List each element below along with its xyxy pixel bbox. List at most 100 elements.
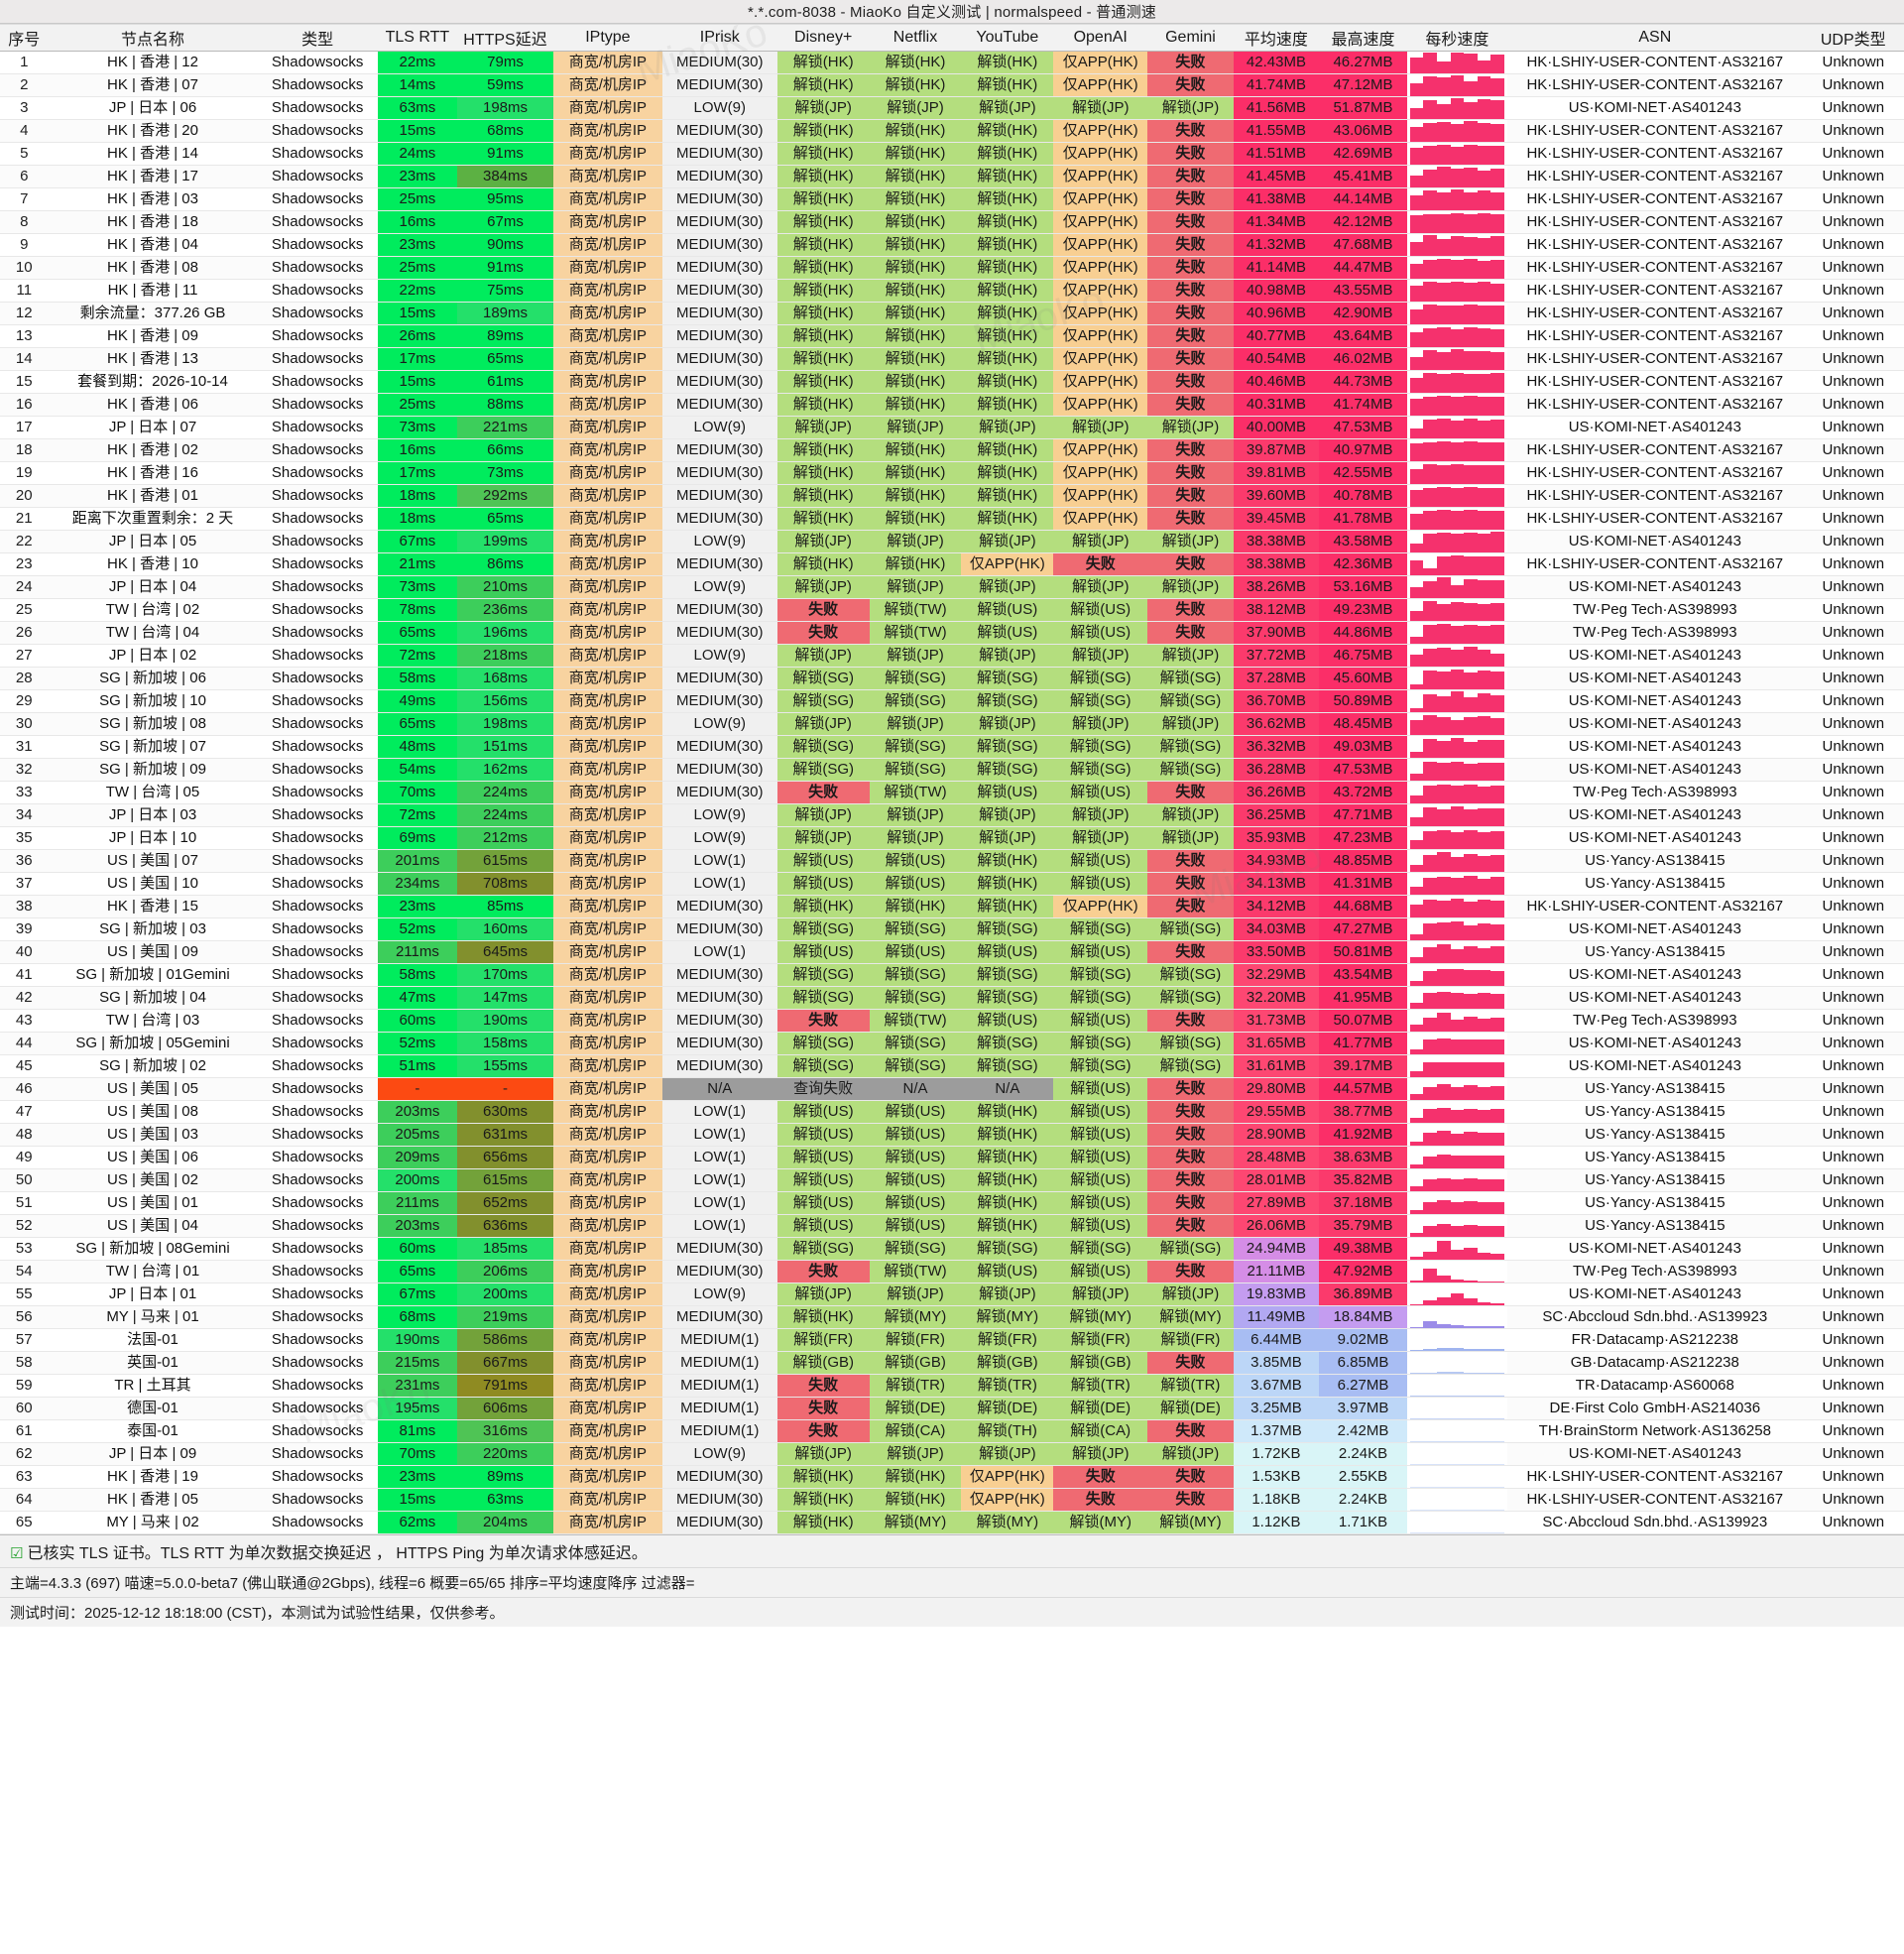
disney-status: 解锁(HK) (776, 347, 870, 371)
table-row[interactable]: 44 SG | 新加坡 | 05Gemini Shadowsocks 52ms 158m… (0, 1032, 1904, 1055)
table-row[interactable]: 37 US | 美国 | 10 Shadowsocks 234ms 708ms 商宽/机房… (0, 872, 1904, 896)
table-row[interactable]: 45 SG | 新加坡 | 02 Shadowsocks 51ms 155ms 商宽/机房… (0, 1054, 1904, 1078)
row-index: 49 (0, 1146, 49, 1169)
asn-name: TR·Datacamp·AS60068 (1507, 1374, 1803, 1398)
table-row[interactable]: 51 US | 美国 | 01 Shadowsocks 211ms 652ms 商宽/机房… (0, 1191, 1904, 1215)
table-row[interactable]: 30 SG | 新加坡 | 08 Shadowsocks 65ms 198ms 商宽/机房… (0, 712, 1904, 736)
column-header-udp[interactable]: UDP类型 (1802, 24, 1904, 52)
table-row[interactable]: 35 JP | 日本 | 10 Shadowsocks 69ms 212ms 商宽/机房I… (0, 826, 1904, 850)
table-row[interactable]: 16 HK | 香港 | 06 Shadowsocks 25ms 88ms 商宽/机房IP… (0, 393, 1904, 417)
table-row[interactable]: 13 HK | 香港 | 09 Shadowsocks 26ms 89ms 商宽/机房IP… (0, 324, 1904, 348)
table-row[interactable]: 15 套餐到期：2026-10-14 Shadowsocks 15ms 61ms 商宽/机… (0, 370, 1904, 394)
table-row[interactable]: 19 HK | 香港 | 16 Shadowsocks 17ms 73ms 商宽/机房IP… (0, 461, 1904, 485)
table-row[interactable]: 62 JP | 日本 | 09 Shadowsocks 70ms 220ms 商宽/机房I… (0, 1442, 1904, 1466)
table-row[interactable]: 28 SG | 新加坡 | 06 Shadowsocks 58ms 168ms 商宽/机房… (0, 667, 1904, 690)
avg-speed: 6.44MB (1233, 1328, 1320, 1352)
gemini-status: 解锁(JP) (1147, 1282, 1234, 1306)
table-row[interactable]: 5 HK | 香港 | 14 Shadowsocks 24ms 91ms 商宽/机房IP M… (0, 142, 1904, 166)
table-row[interactable]: 2 HK | 香港 | 07 Shadowsocks 14ms 59ms 商宽/机房IP M… (0, 73, 1904, 97)
table-row[interactable]: 59 TR | 土耳其 Shadowsocks 231ms 791ms 商宽/机房IP ME… (0, 1374, 1904, 1398)
table-row[interactable]: 11 HK | 香港 | 11 Shadowsocks 22ms 75ms 商宽/机房IP… (0, 279, 1904, 303)
table-row[interactable]: 48 US | 美国 | 03 Shadowsocks 205ms 631ms 商宽/机房… (0, 1123, 1904, 1147)
tls-rtt: 17ms (377, 347, 457, 371)
table-row[interactable]: 20 HK | 香港 | 01 Shadowsocks 18ms 292ms 商宽/机房I… (0, 484, 1904, 508)
table-row[interactable]: 1 HK | 香港 | 12 Shadowsocks 22ms 79ms 商宽/机房IP M… (0, 51, 1904, 74)
table-row[interactable]: 63 HK | 香港 | 19 Shadowsocks 23ms 89ms 商宽/机房IP… (0, 1465, 1904, 1489)
netflix-status: 解锁(SG) (869, 1237, 962, 1261)
sparkline-bar (1464, 510, 1478, 530)
table-row[interactable]: 33 TW | 台湾 | 05 Shadowsocks 70ms 224ms 商宽/机房I… (0, 781, 1904, 804)
table-row[interactable]: 43 TW | 台湾 | 03 Shadowsocks 60ms 190ms 商宽/机房I… (0, 1009, 1904, 1033)
column-header-disney[interactable]: Disney+ (776, 24, 870, 52)
table-row[interactable]: 47 US | 美国 | 08 Shadowsocks 203ms 630ms 商宽/机房… (0, 1100, 1904, 1124)
gemini-status: 失败 (1147, 1260, 1234, 1283)
table-row[interactable]: 31 SG | 新加坡 | 07 Shadowsocks 48ms 151ms 商宽/机房… (0, 735, 1904, 759)
column-header-spark[interactable]: 每秒速度 (1406, 24, 1508, 52)
openai-status: 解锁(US) (1053, 1100, 1148, 1124)
table-row[interactable]: 60 德国-01 Shadowsocks 195ms 606ms 商宽/机房IP MEDIU… (0, 1397, 1904, 1420)
column-header-asn[interactable]: ASN (1507, 24, 1803, 52)
table-row[interactable]: 29 SG | 新加坡 | 10 Shadowsocks 49ms 156ms 商宽/机房… (0, 689, 1904, 713)
column-header-avg[interactable]: 平均速度 (1233, 24, 1320, 52)
table-row[interactable]: 65 MY | 马来 | 02 Shadowsocks 62ms 204ms 商宽/机房I… (0, 1511, 1904, 1534)
table-row[interactable]: 53 SG | 新加坡 | 08Gemini Shadowsocks 60ms 185m… (0, 1237, 1904, 1261)
table-row[interactable]: 40 US | 美国 | 09 Shadowsocks 211ms 645ms 商宽/机房… (0, 940, 1904, 964)
table-row[interactable]: 57 法国-01 Shadowsocks 190ms 586ms 商宽/机房IP MEDIU… (0, 1328, 1904, 1352)
table-row[interactable]: 12 剩余流量：377.26 GB Shadowsocks 15ms 189ms 商宽/机… (0, 302, 1904, 325)
node-name: SG | 新加坡 | 08 (48, 712, 258, 736)
table-row[interactable]: 38 HK | 香港 | 15 Shadowsocks 23ms 85ms 商宽/机房IP… (0, 895, 1904, 918)
table-row[interactable]: 25 TW | 台湾 | 02 Shadowsocks 78ms 236ms 商宽/机房I… (0, 598, 1904, 622)
table-row[interactable]: 3 JP | 日本 | 06 Shadowsocks 63ms 198ms 商宽/机房IP… (0, 96, 1904, 120)
table-row[interactable]: 24 JP | 日本 | 04 Shadowsocks 73ms 210ms 商宽/机房I… (0, 575, 1904, 599)
node-type: Shadowsocks (257, 940, 378, 964)
column-header-type[interactable]: 类型 (257, 24, 378, 52)
column-header-gemini[interactable]: Gemini (1147, 24, 1234, 52)
netflix-status: 解锁(SG) (869, 667, 962, 690)
table-row[interactable]: 54 TW | 台湾 | 01 Shadowsocks 65ms 206ms 商宽/机房I… (0, 1260, 1904, 1283)
table-row[interactable]: 14 HK | 香港 | 13 Shadowsocks 17ms 65ms 商宽/机房IP… (0, 347, 1904, 371)
table-row[interactable]: 52 US | 美国 | 04 Shadowsocks 203ms 636ms 商宽/机房… (0, 1214, 1904, 1238)
column-header-openai[interactable]: OpenAI (1053, 24, 1148, 52)
table-row[interactable]: 46 US | 美国 | 05 Shadowsocks - - 商宽/机房IP N/A 查询失… (0, 1077, 1904, 1101)
openai-status: 解锁(DE) (1053, 1397, 1148, 1420)
table-row[interactable]: 10 HK | 香港 | 08 Shadowsocks 25ms 91ms 商宽/机房IP… (0, 256, 1904, 280)
table-row[interactable]: 61 泰国-01 Shadowsocks 81ms 316ms 商宽/机房IP MEDIUM… (0, 1419, 1904, 1443)
table-row[interactable]: 56 MY | 马来 | 01 Shadowsocks 68ms 219ms 商宽/机房I… (0, 1305, 1904, 1329)
table-row[interactable]: 42 SG | 新加坡 | 04 Shadowsocks 47ms 147ms 商宽/机房… (0, 986, 1904, 1010)
table-row[interactable]: 6 HK | 香港 | 17 Shadowsocks 23ms 384ms 商宽/机房IP… (0, 165, 1904, 188)
table-row[interactable]: 9 HK | 香港 | 04 Shadowsocks 23ms 90ms 商宽/机房IP M… (0, 233, 1904, 257)
table-row[interactable]: 22 JP | 日本 | 05 Shadowsocks 67ms 199ms 商宽/机房I… (0, 530, 1904, 553)
column-header-iptype[interactable]: IPtype (553, 24, 662, 52)
table-row[interactable]: 55 JP | 日本 | 01 Shadowsocks 67ms 200ms 商宽/机房I… (0, 1282, 1904, 1306)
table-row[interactable]: 21 距离下次重置剩余：2 天 Shadowsocks 18ms 65ms 商宽/机房IP… (0, 507, 1904, 531)
table-row[interactable]: 32 SG | 新加坡 | 09 Shadowsocks 54ms 162ms 商宽/机房… (0, 758, 1904, 782)
table-row[interactable]: 49 US | 美国 | 06 Shadowsocks 209ms 656ms 商宽/机房… (0, 1146, 1904, 1169)
table-row[interactable]: 7 HK | 香港 | 03 Shadowsocks 25ms 95ms 商宽/机房IP M… (0, 187, 1904, 211)
table-row[interactable]: 58 英国-01 Shadowsocks 215ms 667ms 商宽/机房IP MEDIU… (0, 1351, 1904, 1375)
https-latency: 156ms (456, 689, 554, 713)
table-row[interactable]: 41 SG | 新加坡 | 01Gemini Shadowsocks 58ms 170m… (0, 963, 1904, 987)
table-row[interactable]: 36 US | 美国 | 07 Shadowsocks 201ms 615ms 商宽/机房… (0, 849, 1904, 873)
column-header-https[interactable]: HTTPS延迟 (456, 24, 554, 52)
table-row[interactable]: 27 JP | 日本 | 02 Shadowsocks 72ms 218ms 商宽/机房I… (0, 644, 1904, 668)
column-header-netflix[interactable]: Netflix (869, 24, 962, 52)
column-header-iprisk[interactable]: IPrisk (661, 24, 777, 52)
table-row[interactable]: 39 SG | 新加坡 | 03 Shadowsocks 52ms 160ms 商宽/机房… (0, 917, 1904, 941)
table-row[interactable]: 17 JP | 日本 | 07 Shadowsocks 73ms 221ms 商宽/机房I… (0, 416, 1904, 439)
column-header-youtube[interactable]: YouTube (961, 24, 1054, 52)
table-row[interactable]: 50 US | 美国 | 02 Shadowsocks 200ms 615ms 商宽/机房… (0, 1168, 1904, 1192)
avg-speed: 35.93MB (1233, 826, 1320, 850)
table-row[interactable]: 4 HK | 香港 | 20 Shadowsocks 15ms 68ms 商宽/机房IP M… (0, 119, 1904, 143)
table-row[interactable]: 23 HK | 香港 | 10 Shadowsocks 21ms 86ms 商宽/机房IP… (0, 552, 1904, 576)
max-speed: 47.71MB (1319, 803, 1407, 827)
column-header-tls[interactable]: TLS RTT (377, 24, 457, 52)
table-row[interactable]: 18 HK | 香港 | 02 Shadowsocks 16ms 66ms 商宽/机房IP… (0, 438, 1904, 462)
tls-rtt: 215ms (377, 1351, 457, 1375)
table-row[interactable]: 34 JP | 日本 | 03 Shadowsocks 72ms 224ms 商宽/机房I… (0, 803, 1904, 827)
column-header-max[interactable]: 最高速度 (1319, 24, 1407, 52)
table-row[interactable]: 8 HK | 香港 | 18 Shadowsocks 16ms 67ms 商宽/机房IP M… (0, 210, 1904, 234)
column-header-idx[interactable]: 序号 (0, 24, 49, 52)
table-row[interactable]: 26 TW | 台湾 | 04 Shadowsocks 65ms 196ms 商宽/机房I… (0, 621, 1904, 645)
table-row[interactable]: 64 HK | 香港 | 05 Shadowsocks 15ms 63ms 商宽/机房IP… (0, 1488, 1904, 1512)
column-header-name[interactable]: 节点名称 (48, 24, 258, 52)
